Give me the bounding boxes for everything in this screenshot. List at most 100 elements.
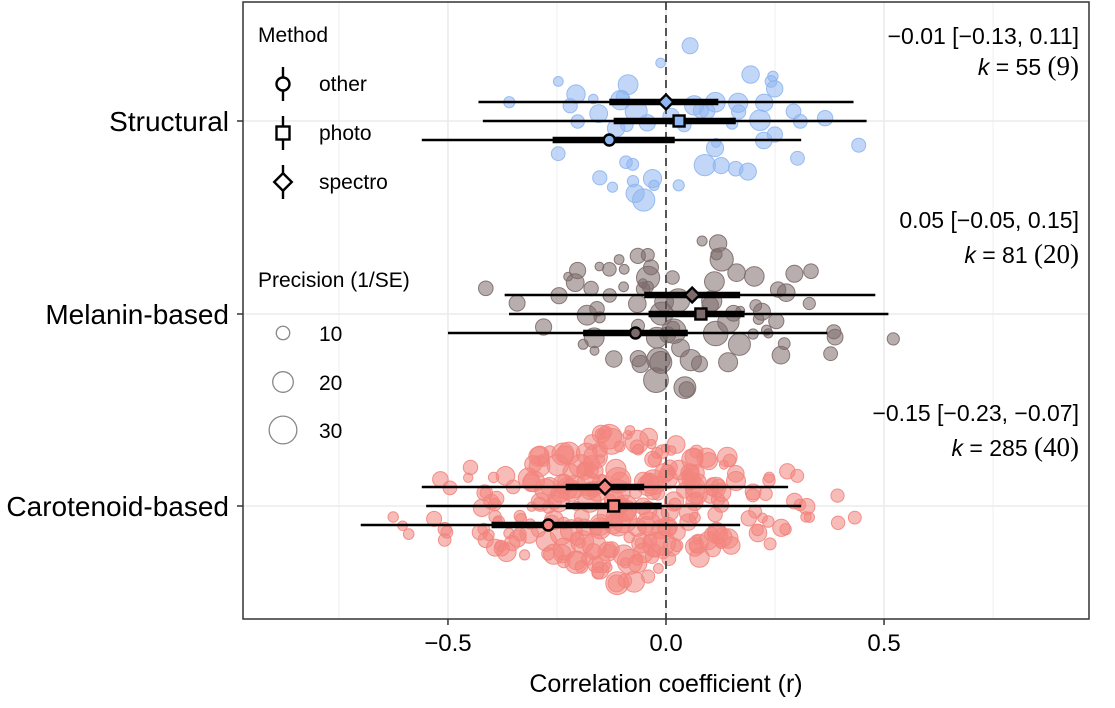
effect-size-point — [696, 235, 708, 247]
effect-size-point — [641, 280, 654, 294]
effect-size-point — [738, 162, 757, 181]
effect-size-point — [802, 296, 816, 311]
effect-size-point — [766, 126, 784, 143]
effect-size-point — [704, 271, 725, 293]
effect-size-point — [519, 549, 531, 561]
summary-k-value: = 81 — [976, 242, 1034, 268]
effect-size-point — [752, 302, 771, 321]
effect-size-point — [584, 543, 602, 561]
effect-size-point — [402, 528, 415, 540]
effect-size-point — [886, 332, 900, 346]
summary-k-studies: (20) — [1034, 239, 1079, 269]
effect-size-point — [650, 486, 666, 501]
effect-size-point — [769, 281, 787, 298]
summary-k: k = 55 (9) — [978, 51, 1079, 81]
effect-size-point — [643, 259, 659, 276]
effect-size-point — [816, 110, 834, 127]
effect-size-point — [583, 280, 599, 297]
method-legend-title: Method — [258, 24, 328, 47]
summary-k: k = 81 (20) — [964, 239, 1079, 269]
effect-size-point — [672, 179, 685, 192]
size-legend-label: 10 — [319, 323, 342, 346]
size-legend-label: 30 — [319, 420, 342, 443]
summary-estimate-ci: 0.05 [−0.05, 0.15] — [899, 207, 1079, 233]
estimate-marker-photo — [606, 499, 621, 513]
effect-size-point — [639, 427, 659, 447]
method-legend-key-photo — [275, 125, 291, 141]
estimate-marker-photo — [694, 307, 708, 321]
estimate-marker-photo — [672, 114, 686, 128]
effect-size-point — [462, 459, 479, 476]
effect-size-point — [673, 376, 697, 400]
summary-estimate-ci: −0.01 [−0.13, 0.11] — [888, 23, 1079, 49]
size-legend-label: 20 — [319, 372, 342, 395]
effect-size-point — [626, 175, 640, 188]
effect-size-point — [594, 261, 605, 272]
effect-size-point — [826, 324, 842, 340]
effect-size-point — [851, 137, 867, 153]
effect-size-point — [648, 179, 660, 192]
effect-size-point — [575, 442, 598, 465]
effect-size-point — [602, 262, 617, 277]
effect-size-point — [634, 537, 647, 549]
estimate-marker-spectro — [595, 477, 615, 497]
effect-size-point — [495, 466, 516, 486]
method-estimates — [360, 92, 889, 532]
estimate-marker-other — [541, 518, 555, 532]
effect-size-point — [740, 510, 757, 527]
effect-size-point — [574, 537, 586, 549]
effect-size-point — [696, 447, 717, 468]
method-legend-key-spectro — [272, 171, 294, 193]
effect-size-point — [718, 352, 739, 373]
effect-size-point — [830, 515, 846, 530]
effect-size-point — [679, 349, 702, 372]
effect-size-point — [508, 294, 526, 312]
effect-size-point — [693, 154, 716, 177]
effect-size-point — [644, 450, 662, 468]
effect-size-point — [763, 537, 777, 551]
effect-size-point — [628, 294, 647, 314]
effect-size-point — [762, 473, 776, 488]
effect-size-point — [589, 104, 609, 123]
effect-size-point — [629, 350, 647, 368]
effect-size-point — [726, 471, 746, 491]
summary-k-symbol: k — [978, 54, 991, 80]
effect-size-point — [601, 544, 617, 559]
effect-size-point — [803, 263, 819, 280]
effect-size-point — [688, 533, 709, 554]
effect-size-point — [758, 486, 773, 501]
x-tick-label: −0.5 — [424, 630, 471, 657]
effect-size-point — [744, 266, 765, 287]
effect-size-points — [387, 37, 900, 596]
effect-size-point — [535, 530, 557, 552]
legends: Method other photo spectro Precision (1/SE) 1… — [258, 24, 410, 445]
axes: Structural Melanin-based Carotenoid-based −… — [6, 106, 900, 698]
group-summaries: −0.01 [−0.13, 0.11]k = 55 (9) 0.05 [−0.05… — [872, 23, 1079, 462]
effect-size-point — [823, 346, 838, 362]
effect-size-point — [496, 542, 517, 562]
effect-size-point — [629, 439, 645, 455]
estimate-marker-spectro — [683, 285, 702, 305]
summary-k-value: = 55 — [989, 54, 1047, 80]
effect-size-point — [830, 488, 845, 503]
y-tick-label: Structural — [109, 106, 229, 137]
effect-size-point — [478, 280, 494, 297]
effect-size-point — [577, 338, 589, 350]
method-legend-label: other — [319, 73, 367, 96]
effect-size-point — [847, 510, 862, 525]
effect-size-point — [591, 561, 610, 580]
estimate-marker-other — [602, 133, 617, 147]
effect-size-point — [564, 550, 588, 574]
method-legend-label: photo — [319, 122, 372, 145]
estimate-marker-spectro — [656, 92, 676, 112]
effect-size-point — [748, 523, 768, 543]
method-legend-label: spectro — [319, 171, 388, 194]
effect-size-point — [550, 146, 566, 162]
effect-size-point — [772, 518, 791, 537]
effect-size-point — [387, 511, 399, 523]
summary-k-studies: (40) — [1034, 432, 1079, 462]
method-legend-key-other — [275, 76, 291, 92]
y-tick-label: Carotenoid-based — [6, 491, 229, 522]
effect-size-point — [605, 350, 623, 368]
effect-size-point — [681, 37, 699, 55]
